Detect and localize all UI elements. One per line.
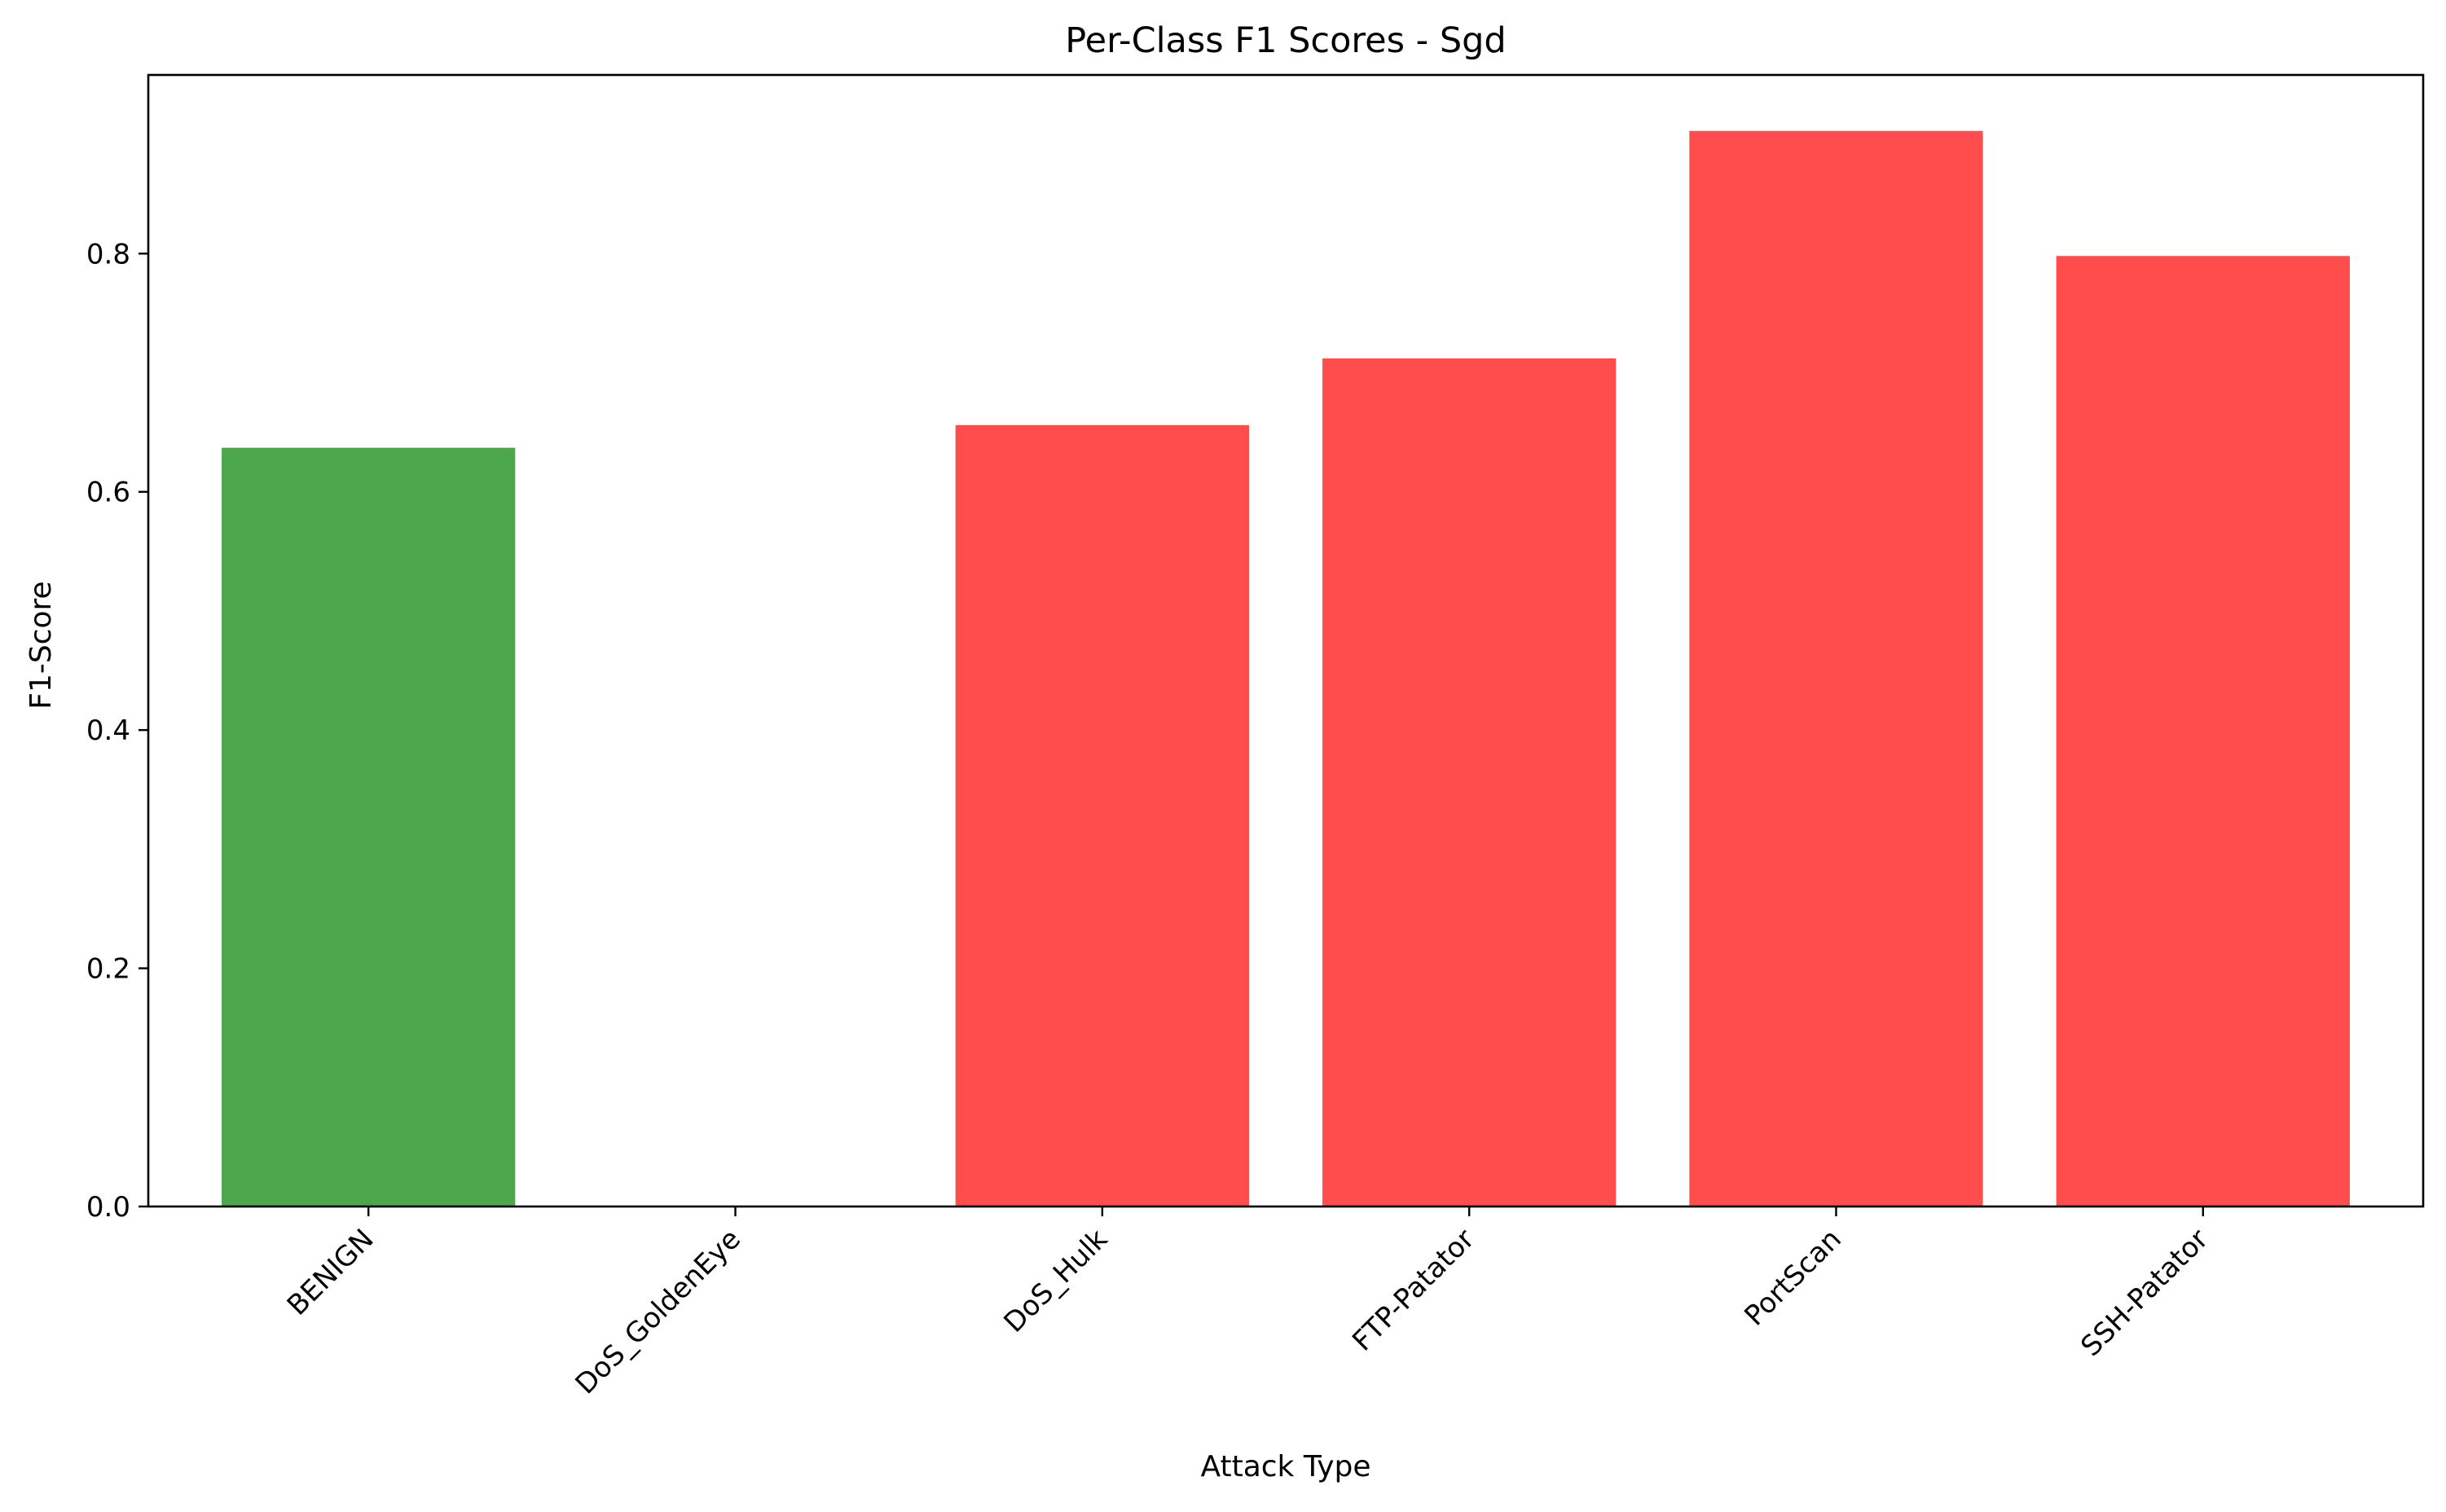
axes-frame — [147, 73, 2425, 1208]
y-axis-label: F1-Score — [24, 581, 58, 709]
bars-layer — [222, 130, 2350, 1207]
y-tick-label: 0.0 — [86, 1191, 130, 1224]
x-tick-label: DoS_GoldenEye — [570, 1223, 747, 1400]
x-tick-label: FTP-Patator — [1346, 1223, 1480, 1357]
x-tick-label: SSH-Patator — [2074, 1223, 2215, 1363]
x-axis-label: Attack Type — [1200, 1450, 1370, 1483]
bar-ftp-patator — [1322, 358, 1617, 1207]
y-tick-label: 0.8 — [86, 238, 130, 270]
bar-benign — [222, 447, 516, 1207]
bar-ssh-patator — [2056, 256, 2350, 1207]
bar-dos-hulk — [955, 424, 1249, 1207]
chart-title: Per-Class F1 Scores - Sgd — [1065, 20, 1506, 61]
y-tick-label: 0.6 — [86, 477, 130, 509]
x-tick-label: DoS_Hulk — [997, 1223, 1114, 1339]
x-tick-label: PortScan — [1738, 1223, 1847, 1332]
y-tick-label: 0.4 — [86, 714, 130, 747]
y-tick-label: 0.2 — [86, 953, 130, 986]
x-tick-label: BENIGN — [281, 1223, 381, 1322]
bar-portscan — [1689, 130, 1983, 1207]
